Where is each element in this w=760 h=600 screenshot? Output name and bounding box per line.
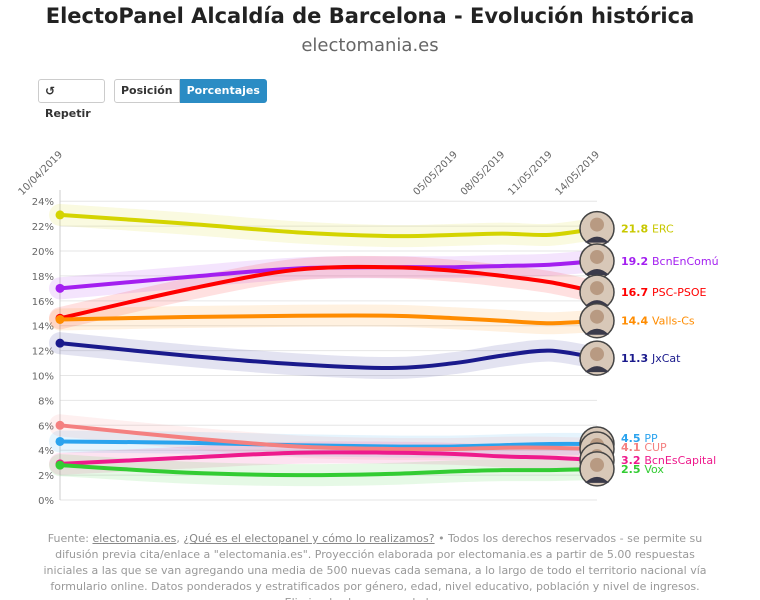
series-end-value: 14.4: [621, 315, 652, 328]
series-line: [58, 212, 599, 239]
line-chart: 0% 2% 4% 6% 8% 10% 12% 14% 16% 18% 20% 22% 24%10/04/…: [17, 149, 719, 507]
series-end-name: Valls-Cs: [652, 315, 695, 328]
avatar-head-icon: [590, 309, 604, 324]
chart-title: ElectoPanel Alcaldía de Barcelona - Evol…: [45, 4, 695, 28]
y-tick-label: 0%: [38, 496, 54, 507]
position-tab[interactable]: Posición: [114, 79, 180, 103]
footer-link-source[interactable]: electomania.es: [92, 532, 177, 545]
y-tick-label: 12%: [32, 347, 54, 358]
y-tick-label: 14%: [32, 322, 54, 333]
series-end-name: BcnEnComú: [652, 255, 719, 268]
x-tick-label: 08/05/2019: [459, 149, 508, 198]
series-line: [58, 450, 599, 466]
series-start-point: [55, 460, 65, 470]
series-end-label: 3.2 BcnEsCapital: [621, 454, 716, 467]
y-tick-label: 16%: [32, 297, 54, 308]
avatar-head-icon: [590, 281, 604, 296]
series-end-value: 2.5: [621, 463, 644, 476]
series-end-name: BcnEsCapital: [644, 454, 716, 467]
series-line: [58, 313, 599, 326]
series-end-value: 11.3: [621, 352, 652, 365]
series-end-label: 4.5 PP: [621, 432, 658, 445]
candidate-avatar: [579, 451, 615, 487]
series-end-name: JxCat: [651, 352, 681, 365]
series-end-value: 4.5: [621, 432, 644, 445]
y-tick-label: 6%: [38, 421, 54, 432]
series-end-label: 14.4 Valls-Cs: [621, 315, 695, 328]
series-end-label: 4.1 CUP: [621, 441, 667, 454]
series-end-label: 19.2 BcnEnComú: [621, 255, 719, 268]
footer-note: Fuente: electomania.es, ¿Qué es el elect…: [40, 531, 710, 600]
avatar-body-icon: [585, 366, 609, 373]
series-line: [58, 341, 599, 371]
series-end-label: 21.8 ERC: [621, 223, 674, 236]
chart-subtitle: electomania.es: [301, 35, 439, 56]
series-line: [58, 463, 599, 478]
x-tick-label: 14/05/2019: [554, 149, 603, 198]
series-start-point: [55, 338, 65, 348]
series-start-point: [55, 283, 65, 293]
y-tick-label: 24%: [32, 197, 54, 208]
footer-sep: ,: [176, 532, 184, 545]
avatar-body-icon: [585, 268, 609, 275]
y-tick-label: 2%: [38, 471, 54, 482]
series-end-name: ERC: [652, 223, 674, 236]
series-end-value: 16.7: [621, 286, 652, 299]
x-tick-label: 05/05/2019: [411, 149, 460, 198]
series-start-point: [55, 210, 65, 220]
footer-prefix: Fuente:: [47, 532, 93, 545]
y-tick-label: 22%: [32, 222, 54, 233]
avatar-head-icon: [590, 457, 604, 472]
series-end-name: Vox: [644, 463, 664, 476]
avatar-body-icon: [585, 328, 609, 335]
footer-text: • Todos los derechos reservados - se per…: [43, 532, 707, 600]
y-tick-label: 18%: [32, 272, 54, 283]
avatar-head-icon: [590, 347, 604, 362]
series-end-name: PSC-PSOE: [652, 286, 707, 299]
repeat-button[interactable]: ↺ Repetir: [38, 79, 105, 120]
series-end-label: 2.5 Vox: [621, 463, 664, 476]
candidate-avatar: [579, 302, 615, 339]
y-tick-label: 8%: [38, 396, 54, 407]
percent-tab[interactable]: Porcentajes: [179, 79, 267, 103]
series-end-value: 4.1: [621, 441, 644, 454]
avatar-head-icon: [590, 217, 604, 232]
repeat-label: Repetir: [45, 107, 91, 120]
x-tick-label: 11/05/2019: [506, 149, 555, 198]
candidate-avatar: [579, 210, 615, 247]
y-tick-label: 20%: [32, 247, 54, 258]
y-tick-label: 4%: [38, 446, 54, 457]
series-line: [58, 264, 599, 321]
series-end-name: PP: [644, 432, 658, 445]
candidate-avatar: [579, 243, 615, 279]
avatar-body-icon: [585, 476, 609, 483]
candidate-avatar: [579, 340, 615, 376]
series-end-label: 16.7 PSC-PSOE: [621, 286, 707, 299]
footer-link-methodology[interactable]: ¿Qué es el electopanel y cómo lo realiza…: [183, 532, 435, 545]
undo-icon: ↺: [45, 84, 56, 98]
series-start-point: [55, 420, 65, 430]
avatar-body-icon: [585, 236, 609, 243]
series-end-value: 3.2: [621, 454, 644, 467]
series-end-value: 19.2: [621, 255, 652, 268]
avatar-head-icon: [590, 249, 604, 264]
view-toggle-group: Posición Porcentajes: [114, 79, 267, 103]
series-line: [58, 439, 599, 449]
y-tick-label: 10%: [32, 372, 54, 383]
series-end-name: CUP: [644, 441, 667, 454]
series-end-label: 11.3 JxCat: [621, 352, 681, 365]
series-line: [58, 423, 599, 452]
series-start-point: [55, 436, 65, 446]
series-start-point: [55, 314, 65, 324]
x-tick-label: 10/04/2019: [17, 149, 66, 198]
series-end-value: 21.8: [621, 223, 652, 236]
